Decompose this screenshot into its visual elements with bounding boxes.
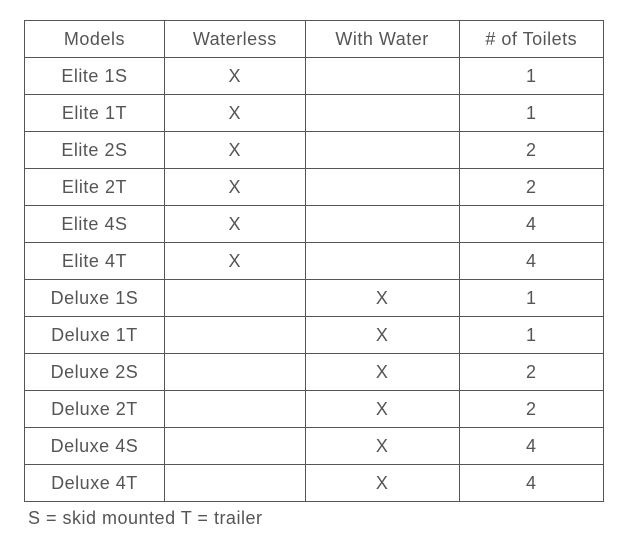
cell-withwater: X (305, 465, 459, 502)
table-row: Elite 4S X 4 (25, 206, 604, 243)
cell-waterless (164, 465, 305, 502)
column-header-withwater: With Water (305, 21, 459, 58)
cell-model: Deluxe 2S (25, 354, 165, 391)
cell-withwater (305, 132, 459, 169)
cell-toilets: 2 (459, 169, 603, 206)
cell-waterless: X (164, 169, 305, 206)
table-row: Deluxe 4S X 4 (25, 428, 604, 465)
cell-model: Elite 1T (25, 95, 165, 132)
cell-model: Elite 4T (25, 243, 165, 280)
cell-model: Elite 4S (25, 206, 165, 243)
cell-toilets: 1 (459, 280, 603, 317)
cell-waterless: X (164, 95, 305, 132)
table-row: Elite 2T X 2 (25, 169, 604, 206)
table-row: Elite 4T X 4 (25, 243, 604, 280)
cell-toilets: 2 (459, 354, 603, 391)
table-row: Deluxe 4T X 4 (25, 465, 604, 502)
cell-toilets: 2 (459, 391, 603, 428)
cell-waterless: X (164, 206, 305, 243)
cell-waterless: X (164, 132, 305, 169)
cell-withwater (305, 169, 459, 206)
cell-model: Deluxe 4T (25, 465, 165, 502)
cell-toilets: 1 (459, 58, 603, 95)
cell-withwater (305, 58, 459, 95)
cell-withwater: X (305, 280, 459, 317)
cell-model: Elite 2T (25, 169, 165, 206)
cell-waterless (164, 428, 305, 465)
cell-model: Deluxe 1S (25, 280, 165, 317)
cell-toilets: 4 (459, 465, 603, 502)
cell-model: Elite 2S (25, 132, 165, 169)
cell-toilets: 1 (459, 317, 603, 354)
table-row: Elite 1S X 1 (25, 58, 604, 95)
footnote-legend: S = skid mounted T = trailer (20, 508, 608, 529)
cell-model: Deluxe 2T (25, 391, 165, 428)
cell-waterless: X (164, 243, 305, 280)
cell-withwater (305, 243, 459, 280)
column-header-waterless: Waterless (164, 21, 305, 58)
table-row: Elite 1T X 1 (25, 95, 604, 132)
table-row: Deluxe 1T X 1 (25, 317, 604, 354)
cell-model: Deluxe 1T (25, 317, 165, 354)
table-row: Elite 2S X 2 (25, 132, 604, 169)
table-row: Deluxe 2S X 2 (25, 354, 604, 391)
column-header-models: Models (25, 21, 165, 58)
cell-waterless (164, 317, 305, 354)
table-row: Deluxe 2T X 2 (25, 391, 604, 428)
cell-waterless (164, 391, 305, 428)
cell-toilets: 4 (459, 428, 603, 465)
models-table: Models Waterless With Water # of Toilets… (24, 20, 604, 502)
cell-withwater: X (305, 354, 459, 391)
cell-withwater: X (305, 317, 459, 354)
column-header-toilets: # of Toilets (459, 21, 603, 58)
cell-model: Deluxe 4S (25, 428, 165, 465)
cell-withwater (305, 95, 459, 132)
cell-waterless (164, 354, 305, 391)
cell-withwater: X (305, 391, 459, 428)
cell-withwater (305, 206, 459, 243)
cell-toilets: 1 (459, 95, 603, 132)
cell-waterless (164, 280, 305, 317)
cell-toilets: 4 (459, 243, 603, 280)
cell-model: Elite 1S (25, 58, 165, 95)
cell-toilets: 2 (459, 132, 603, 169)
table-header-row: Models Waterless With Water # of Toilets (25, 21, 604, 58)
table-row: Deluxe 1S X 1 (25, 280, 604, 317)
cell-withwater: X (305, 428, 459, 465)
cell-toilets: 4 (459, 206, 603, 243)
cell-waterless: X (164, 58, 305, 95)
